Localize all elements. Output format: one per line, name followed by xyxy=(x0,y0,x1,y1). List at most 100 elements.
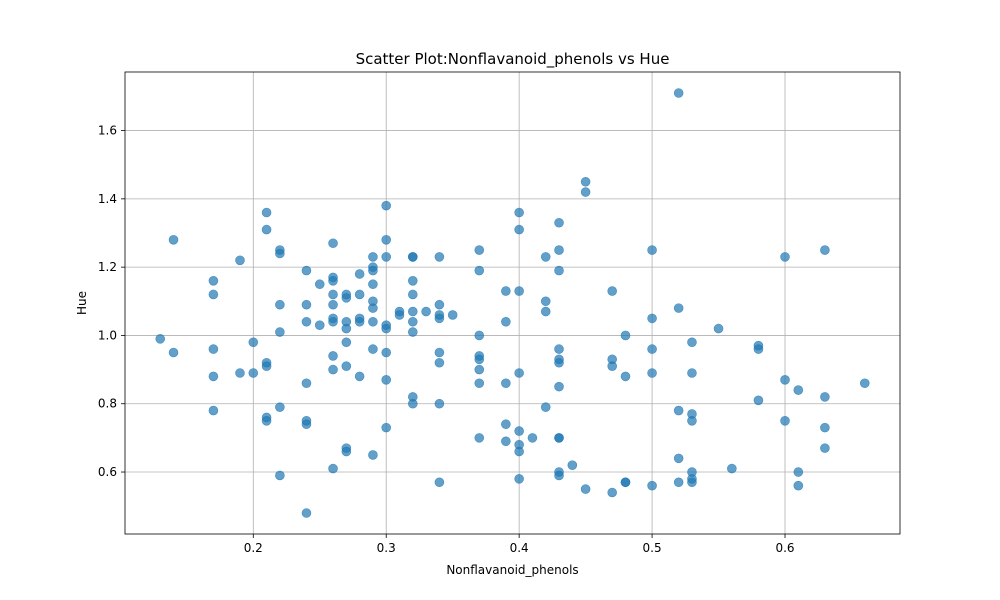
y-tick-label: 1.0 xyxy=(98,328,117,342)
scatter-point xyxy=(540,296,551,307)
scatter-point xyxy=(607,361,617,371)
scatter-point xyxy=(647,480,657,491)
scatter-point xyxy=(554,381,564,392)
x-tick-label: 0.3 xyxy=(377,541,396,555)
scatter-point xyxy=(554,344,564,354)
scatter-point xyxy=(514,474,524,484)
scatter-point xyxy=(261,361,272,371)
scatter-point xyxy=(301,265,312,276)
scatter-point xyxy=(408,398,418,409)
scatter-point xyxy=(673,88,684,98)
scatter-point xyxy=(155,334,166,344)
x-axis-label: Nonflavanoid_phenols xyxy=(446,563,578,577)
scatter-point xyxy=(820,245,830,255)
scatter-point xyxy=(647,313,657,324)
scatter-point xyxy=(408,276,418,286)
x-tick-label: 0.4 xyxy=(510,541,529,555)
scatter-point xyxy=(687,337,697,348)
scatter-point xyxy=(540,252,551,262)
scatter-point xyxy=(248,337,259,348)
scatter-point xyxy=(753,395,764,406)
scatter-point xyxy=(647,344,657,354)
scatter-point xyxy=(554,245,564,255)
scatter-point xyxy=(527,433,538,443)
scatter-point xyxy=(820,443,830,453)
scatter-point xyxy=(620,371,631,382)
scatter-point xyxy=(328,299,338,310)
x-tick-label: 0.5 xyxy=(643,541,662,555)
scatter-point xyxy=(275,327,285,337)
scatter-point xyxy=(554,357,564,368)
scatter-point xyxy=(301,378,312,389)
scatter-point xyxy=(554,217,564,228)
scatter-point xyxy=(381,347,392,358)
scatter-point xyxy=(275,402,285,412)
scatter-point xyxy=(301,316,312,327)
scatter-point xyxy=(354,316,365,327)
scatter-point xyxy=(501,316,511,327)
y-tick-label: 1.2 xyxy=(98,260,117,274)
scatter-point xyxy=(368,303,378,313)
scatter-point xyxy=(381,323,392,334)
y-tick-label: 0.6 xyxy=(98,465,117,479)
scatter-point xyxy=(514,207,524,218)
scatter-point xyxy=(859,378,870,389)
y-axis-label: Hue xyxy=(75,291,89,315)
scatter-point xyxy=(540,306,551,317)
scatter-point xyxy=(208,289,219,300)
scatter-point xyxy=(713,323,724,334)
scatter-point xyxy=(501,419,511,430)
scatter-point xyxy=(501,378,511,389)
scatter-point xyxy=(501,286,511,296)
scatter-point xyxy=(328,276,338,286)
scatter-point xyxy=(248,368,259,378)
scatter-point xyxy=(753,344,764,354)
scatter-point xyxy=(580,187,591,197)
scatter-point xyxy=(381,422,392,433)
scatter-point xyxy=(514,426,524,436)
scatter-point xyxy=(501,436,511,447)
scatter-point xyxy=(474,330,485,341)
scatter-point xyxy=(673,303,684,313)
scatter-point xyxy=(301,419,312,430)
scatter-point xyxy=(474,433,485,443)
y-tick-label: 1.6 xyxy=(98,124,117,138)
scatter-point xyxy=(341,361,352,371)
scatter-point xyxy=(368,265,378,276)
scatter-point xyxy=(434,357,445,368)
scatter-point xyxy=(368,279,378,290)
scatter-point xyxy=(381,375,392,385)
scatter-point xyxy=(354,371,365,382)
scatter-point xyxy=(368,450,378,460)
scatter-point xyxy=(514,224,524,235)
scatter-point xyxy=(580,484,591,494)
scatter-point xyxy=(647,245,657,255)
scatter-point xyxy=(208,276,219,286)
scatter-point xyxy=(673,477,684,488)
scatter-point xyxy=(474,354,485,365)
scatter-point xyxy=(314,279,325,290)
scatter-point xyxy=(474,245,485,255)
scatter-point xyxy=(328,463,338,474)
scatter-point xyxy=(607,286,617,296)
scatter-point xyxy=(540,402,551,412)
scatter-point xyxy=(647,368,657,378)
scatter-point xyxy=(341,323,352,334)
scatter-point xyxy=(208,344,219,354)
x-tick-label: 0.2 xyxy=(244,541,263,555)
scatter-point xyxy=(235,255,245,266)
scatter-point xyxy=(328,316,338,327)
scatter-point xyxy=(514,368,524,378)
scatter-point xyxy=(235,368,245,378)
scatter-point xyxy=(820,392,830,402)
scatter-point xyxy=(168,347,179,358)
y-tick-label: 1.4 xyxy=(98,192,117,206)
scatter-point xyxy=(341,446,352,457)
scatter-point xyxy=(208,405,219,416)
scatter-point xyxy=(820,422,830,433)
scatter-point xyxy=(793,480,804,491)
scatter-point xyxy=(354,269,365,279)
scatter-point xyxy=(607,487,617,498)
scatter-point xyxy=(780,416,790,426)
scatter-point xyxy=(275,248,285,259)
